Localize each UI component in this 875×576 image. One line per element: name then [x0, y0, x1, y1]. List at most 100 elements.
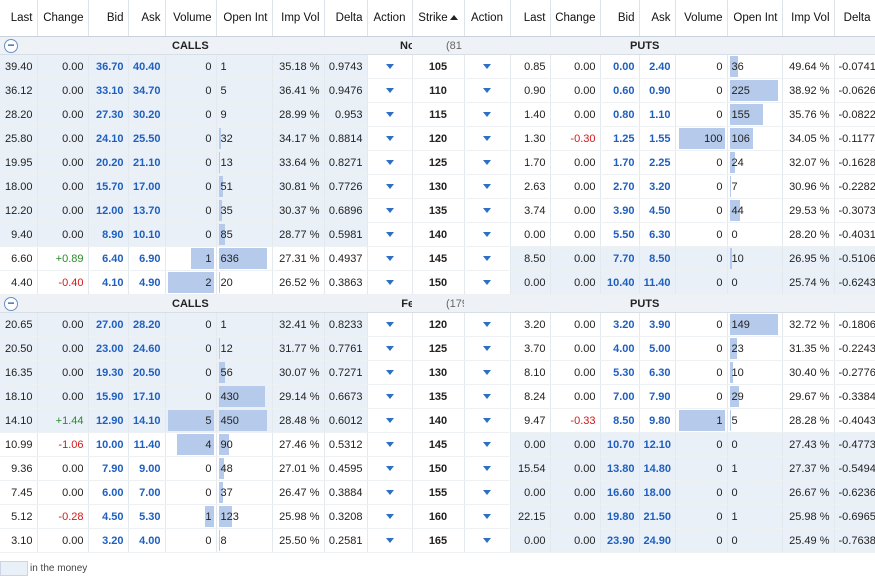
put-action-dropdown[interactable]	[464, 102, 511, 127]
put-header-ask[interactable]: Ask	[639, 0, 676, 37]
call-action-dropdown[interactable]	[367, 150, 413, 175]
put-volume: 0	[675, 312, 728, 337]
call-open-interest-bar	[218, 434, 229, 455]
put-header-action[interactable]: Action	[464, 0, 511, 37]
put-header-open-int[interactable]: Open Int	[727, 0, 783, 37]
put-action-dropdown[interactable]	[464, 360, 511, 385]
chevron-down-icon	[385, 394, 394, 400]
put-open-interest: 0	[727, 528, 783, 553]
put-ask: 21.50	[639, 504, 676, 529]
call-action-dropdown[interactable]	[367, 384, 413, 409]
call-header-action[interactable]: Action	[367, 0, 413, 37]
call-action-dropdown[interactable]	[367, 78, 413, 103]
put-bid: 1.70	[600, 150, 640, 175]
call-header-imp-vol[interactable]: Imp Vol	[272, 0, 325, 37]
call-volume-bar	[176, 434, 214, 455]
put-header-volume[interactable]: Volume	[675, 0, 728, 37]
chevron-down-icon	[385, 160, 394, 166]
call-action-dropdown[interactable]	[367, 528, 413, 553]
put-action-dropdown[interactable]	[464, 270, 511, 295]
put-action-dropdown[interactable]	[464, 246, 511, 271]
call-open-interest-value: 5	[220, 84, 227, 97]
put-action-dropdown[interactable]	[464, 432, 511, 457]
put-delta: -0.4043	[834, 408, 875, 433]
chevron-down-icon	[385, 256, 394, 262]
call-volume: 4	[165, 432, 217, 457]
put-action-dropdown[interactable]	[464, 408, 511, 433]
put-last: 9.47	[510, 408, 551, 433]
call-header-volume[interactable]: Volume	[165, 0, 217, 37]
put-header-last[interactable]: Last	[510, 0, 551, 37]
call-open-interest-bar	[218, 200, 222, 221]
put-imp-vol: 32.72 %	[782, 312, 835, 337]
call-action-dropdown[interactable]	[367, 246, 413, 271]
call-open-interest: 9	[216, 102, 273, 127]
strike-price: 165	[412, 528, 465, 553]
call-action-dropdown[interactable]	[367, 222, 413, 247]
put-action-dropdown[interactable]	[464, 456, 511, 481]
call-header-change[interactable]: Change	[37, 0, 89, 37]
put-header-delta[interactable]: Delta	[834, 0, 875, 37]
put-action-dropdown[interactable]	[464, 150, 511, 175]
chevron-down-icon	[385, 442, 394, 448]
put-action-dropdown[interactable]	[464, 312, 511, 337]
call-action-dropdown[interactable]	[367, 456, 413, 481]
put-volume-value: 0	[716, 486, 723, 499]
put-action-dropdown[interactable]	[464, 126, 511, 151]
call-header-ask[interactable]: Ask	[128, 0, 166, 37]
put-action-dropdown[interactable]	[464, 198, 511, 223]
call-action-dropdown[interactable]	[367, 504, 413, 529]
collapse-section-button[interactable]: −	[4, 297, 18, 311]
put-volume-value: 0	[716, 156, 723, 169]
put-volume-value: 0	[716, 252, 723, 265]
call-bid: 6.00	[88, 480, 129, 505]
put-open-interest: 0	[727, 480, 783, 505]
put-action-dropdown[interactable]	[464, 78, 511, 103]
call-action-dropdown[interactable]	[367, 102, 413, 127]
put-action-dropdown[interactable]	[464, 384, 511, 409]
call-action-dropdown[interactable]	[367, 174, 413, 199]
call-bid: 4.50	[88, 504, 129, 529]
call-header-open-int[interactable]: Open Int	[216, 0, 273, 37]
put-action-dropdown[interactable]	[464, 336, 511, 361]
call-action-dropdown[interactable]	[367, 270, 413, 295]
put-header-bid[interactable]: Bid	[600, 0, 640, 37]
puts-label: PUTS	[630, 298, 660, 310]
put-bid: 0.00	[600, 54, 640, 79]
put-action-dropdown[interactable]	[464, 174, 511, 199]
call-action-dropdown[interactable]	[367, 360, 413, 385]
put-action-dropdown[interactable]	[464, 504, 511, 529]
put-imp-vol: 28.20 %	[782, 222, 835, 247]
call-action-dropdown[interactable]	[367, 432, 413, 457]
call-action-dropdown[interactable]	[367, 336, 413, 361]
call-action-dropdown[interactable]	[367, 198, 413, 223]
call-open-interest-bar	[218, 458, 224, 479]
call-action-dropdown[interactable]	[367, 480, 413, 505]
put-last: 0.00	[510, 432, 551, 457]
call-header-delta[interactable]: Delta	[324, 0, 368, 37]
call-imp-vol: 32.41 %	[272, 312, 325, 337]
put-action-dropdown[interactable]	[464, 54, 511, 79]
sort-ascending-icon	[449, 15, 458, 21]
collapse-section-button[interactable]: −	[4, 39, 18, 53]
call-action-dropdown[interactable]	[367, 312, 413, 337]
call-action-dropdown[interactable]	[367, 54, 413, 79]
call-action-dropdown[interactable]	[367, 126, 413, 151]
call-header-last[interactable]: Last	[0, 0, 38, 37]
call-last: 20.50	[0, 336, 38, 361]
strike-price: 160	[412, 504, 465, 529]
call-change: -1.06	[37, 432, 89, 457]
put-imp-vol: 31.35 %	[782, 336, 835, 361]
put-open-interest: 0	[727, 270, 783, 295]
put-ask: 0.90	[639, 78, 676, 103]
call-action-dropdown[interactable]	[367, 408, 413, 433]
put-action-dropdown[interactable]	[464, 528, 511, 553]
strike-header[interactable]: Strike	[412, 0, 465, 37]
put-header-change[interactable]: Change	[550, 0, 601, 37]
put-action-dropdown[interactable]	[464, 222, 511, 247]
call-volume-value: 0	[205, 84, 212, 97]
put-action-dropdown[interactable]	[464, 480, 511, 505]
call-header-bid[interactable]: Bid	[88, 0, 129, 37]
put-header-imp-vol[interactable]: Imp Vol	[782, 0, 835, 37]
call-bid: 8.90	[88, 222, 129, 247]
